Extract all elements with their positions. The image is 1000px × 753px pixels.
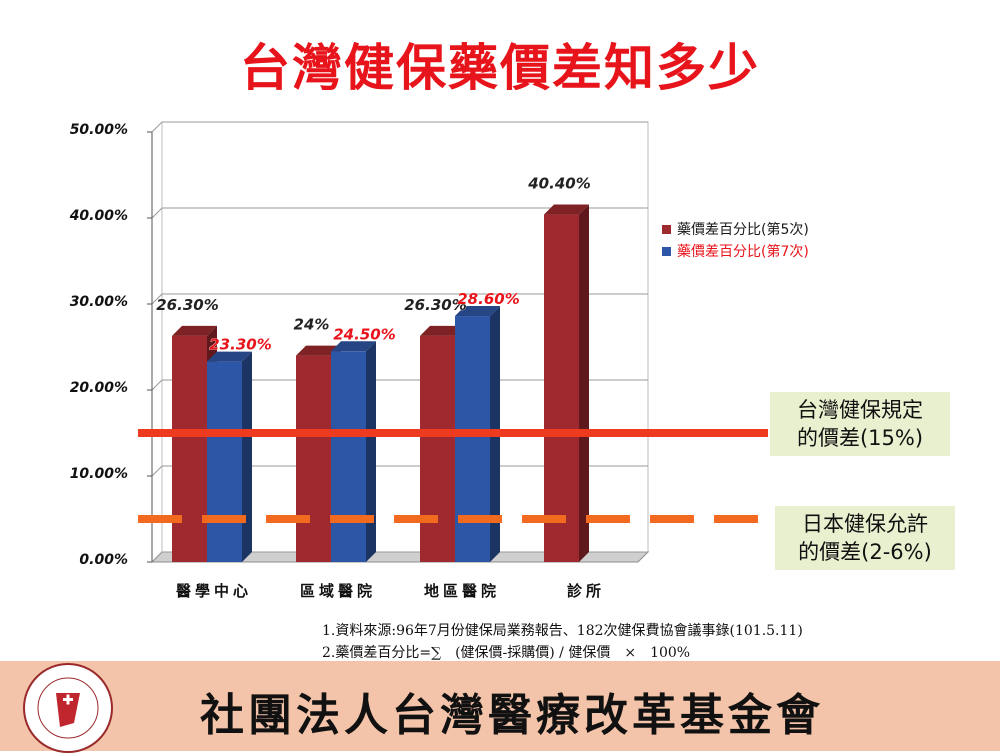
gridline-depth bbox=[151, 551, 163, 563]
bar-top bbox=[207, 351, 252, 362]
bar-top bbox=[296, 345, 341, 356]
page-title: 台灣健保藥價差知多少 bbox=[240, 39, 760, 97]
gridline-depth bbox=[151, 293, 163, 305]
japan-callout-line1: 日本健保允許 bbox=[802, 512, 928, 536]
y-tick-label: 0.00% bbox=[79, 552, 128, 568]
data-label: 26.30% bbox=[156, 296, 218, 314]
bar bbox=[544, 214, 579, 562]
bar-top bbox=[172, 325, 217, 336]
legend-label-series-7: 藥價差百分比(第7次) bbox=[677, 244, 809, 260]
foundation-logo-icon bbox=[23, 663, 113, 753]
note-line-1: 1.資料來源:96年7月份健保局業務報告、182次健保費協會議事錄(101.5.… bbox=[322, 623, 803, 639]
y-tick-label: 10.00% bbox=[70, 466, 128, 482]
taiwan-callout-line1: 台灣健保規定 bbox=[797, 398, 923, 422]
data-label: 24.50% bbox=[333, 325, 395, 343]
source-notes: 1.資料來源:96年7月份健保局業務報告、182次健保費協會議事錄(101.5.… bbox=[322, 620, 803, 664]
y-tick-label: 50.00% bbox=[70, 122, 128, 138]
gridline-depth bbox=[151, 379, 163, 391]
bar bbox=[420, 335, 455, 562]
data-label: 40.40% bbox=[527, 175, 590, 193]
taiwan-callout-line2: 的價差(15%) bbox=[796, 426, 924, 450]
gridline-depth bbox=[151, 121, 163, 133]
gridline-depth bbox=[151, 207, 163, 219]
data-label: 23.30% bbox=[209, 336, 271, 354]
taiwan-limit-callout: 台灣健保規定 的價差(15%) bbox=[770, 392, 950, 456]
bar-side bbox=[366, 341, 376, 562]
legend-label-series-5: 藥價差百分比(第5次) bbox=[677, 222, 809, 238]
gridline-depth bbox=[151, 465, 163, 477]
bar bbox=[207, 361, 242, 562]
footer-banner: 社團法人台灣醫療改革基金會 bbox=[0, 661, 1000, 753]
y-tick-label: 40.00% bbox=[69, 208, 128, 224]
bar-chart: 50.00% 40.00% 30.00% 20.00% 10.00% 0.00% 26.3… bbox=[69, 121, 768, 600]
x-tick-label: 醫學中心 bbox=[176, 582, 252, 600]
chart-legend: 藥價差百分比(第5次) 藥價差百分比(第7次) bbox=[662, 218, 809, 262]
legend-swatch-series-5 bbox=[662, 224, 671, 234]
x-tick-label: 區域醫院 bbox=[300, 582, 376, 600]
legend-swatch-series-7 bbox=[662, 246, 671, 256]
bar bbox=[331, 351, 366, 562]
data-label: 24% bbox=[294, 316, 330, 334]
x-tick-label: 地區醫院 bbox=[424, 582, 500, 600]
bar-top bbox=[420, 325, 465, 336]
note-line-2: 2.藥價差百分比=∑ (健保價-採購價) / 健保價 × 100% bbox=[322, 645, 691, 661]
bar-top bbox=[331, 341, 376, 352]
bar-top bbox=[544, 204, 589, 215]
japan-callout-line2: 的價差(2-6%) bbox=[798, 540, 932, 564]
x-tick-label: 診所 bbox=[567, 582, 605, 600]
bar-side bbox=[242, 351, 252, 562]
data-label: 28.60% bbox=[457, 290, 519, 308]
bar bbox=[296, 355, 331, 562]
bar bbox=[455, 316, 490, 562]
bar-top bbox=[455, 306, 500, 317]
legend-item-series-5: 藥價差百分比(第5次) bbox=[662, 218, 809, 240]
data-label: 26.30% bbox=[404, 296, 466, 314]
japan-limit-callout: 日本健保允許 的價差(2-6%) bbox=[775, 506, 955, 570]
y-tick-label: 20.00% bbox=[70, 380, 128, 396]
y-tick-label: 30.00% bbox=[70, 294, 128, 310]
legend-item-series-7: 藥價差百分比(第7次) bbox=[662, 240, 809, 262]
bar bbox=[172, 335, 207, 562]
bar-side bbox=[579, 204, 589, 562]
footer-org-name: 社團法人台灣醫療改革基金會 bbox=[200, 690, 824, 741]
